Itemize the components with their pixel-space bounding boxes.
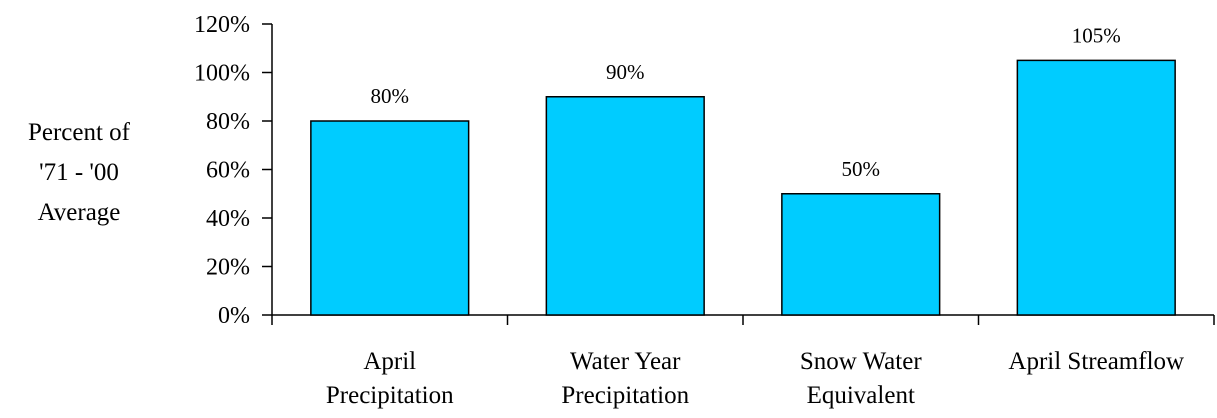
data-label: 50% — [842, 157, 881, 181]
x-category-label: Equivalent — [807, 382, 915, 409]
data-label: 80% — [371, 84, 410, 108]
y-axis-label-line: Average — [38, 199, 121, 226]
x-category-label: Water Year — [570, 348, 681, 375]
x-category-label: April Streamflow — [1008, 348, 1184, 375]
bar — [310, 120, 470, 316]
y-tick-label: 20% — [206, 255, 250, 281]
bar — [781, 193, 941, 316]
data-labels: 80% 90% 50% 105% — [371, 23, 1121, 180]
data-label: 105% — [1072, 23, 1121, 47]
x-category-label: Snow Water — [800, 348, 922, 375]
y-tick-label: 60% — [206, 158, 250, 184]
y-tick-label: 120% — [194, 12, 250, 38]
category-labels: April Precipitation Water Year Precipitatio… — [326, 348, 1184, 409]
x-category-label: Precipitation — [326, 382, 454, 409]
y-axis-label: Percent of '71 - '00 Average — [28, 119, 131, 226]
x-category-label: Precipitation — [561, 382, 689, 409]
data-label: 90% — [606, 60, 645, 84]
y-tick-label: 0% — [218, 303, 250, 329]
y-tick-label: 100% — [194, 61, 250, 87]
y-tick-label: 80% — [206, 109, 250, 135]
x-axis — [271, 314, 1215, 325]
bar — [1016, 59, 1176, 316]
y-axis: 0% 20% 40% 60% 80% 100% 120% — [194, 12, 273, 329]
y-axis-label-line: Percent of — [28, 119, 131, 146]
x-category-label: April — [363, 348, 416, 375]
bar — [545, 96, 705, 316]
y-axis-label-line: '71 - '00 — [39, 159, 119, 186]
y-tick-label: 40% — [206, 206, 250, 232]
bars — [310, 59, 1176, 316]
